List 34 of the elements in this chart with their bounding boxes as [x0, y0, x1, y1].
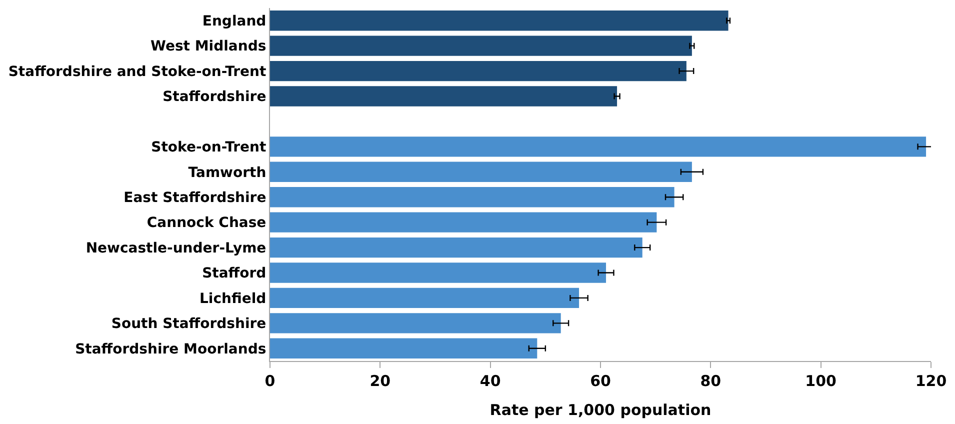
x-tick-label: 120	[915, 372, 947, 390]
y-tick-label: Tamworth	[188, 164, 266, 181]
y-tick-label: Stafford	[202, 266, 266, 282]
bar	[270, 313, 561, 334]
bar	[270, 36, 692, 56]
x-tick-label: 100	[805, 372, 836, 390]
bar	[270, 10, 728, 31]
y-tick-label: Staffordshire and Stoke-on-Trent	[8, 64, 266, 80]
bar	[270, 338, 538, 358]
x-tick-label: 40	[480, 372, 501, 390]
x-tick-label: 80	[700, 372, 722, 390]
bar	[270, 136, 926, 157]
y-tick-label: Cannock Chase	[146, 215, 266, 232]
y-tick-label: South Staffordshire	[111, 316, 266, 332]
y-tick-label: England	[202, 14, 266, 30]
bar	[270, 187, 674, 208]
bar	[270, 237, 642, 258]
y-tick-label: Stoke-on-Trent	[151, 140, 267, 156]
bar	[270, 86, 618, 106]
y-tick-label: Staffordshire Moorlands	[75, 341, 266, 358]
bar	[270, 288, 580, 308]
x-tick-label: 60	[590, 372, 611, 390]
bar	[270, 60, 686, 82]
x-tick-label: 20	[370, 372, 391, 390]
bar	[270, 162, 692, 182]
y-tick-label: Staffordshire	[162, 89, 266, 106]
x-tick-label: 0	[264, 372, 276, 390]
y-tick-label: Lichfield	[200, 290, 266, 307]
bar	[270, 212, 657, 232]
y-tick-label: West Midlands	[150, 38, 266, 55]
y-tick-label: East Staffordshire	[124, 190, 266, 206]
x-axis-title: Rate per 1,000 population	[490, 401, 712, 419]
bar	[270, 262, 606, 283]
y-tick-label: Newcastle-under-Lyme	[86, 240, 266, 256]
